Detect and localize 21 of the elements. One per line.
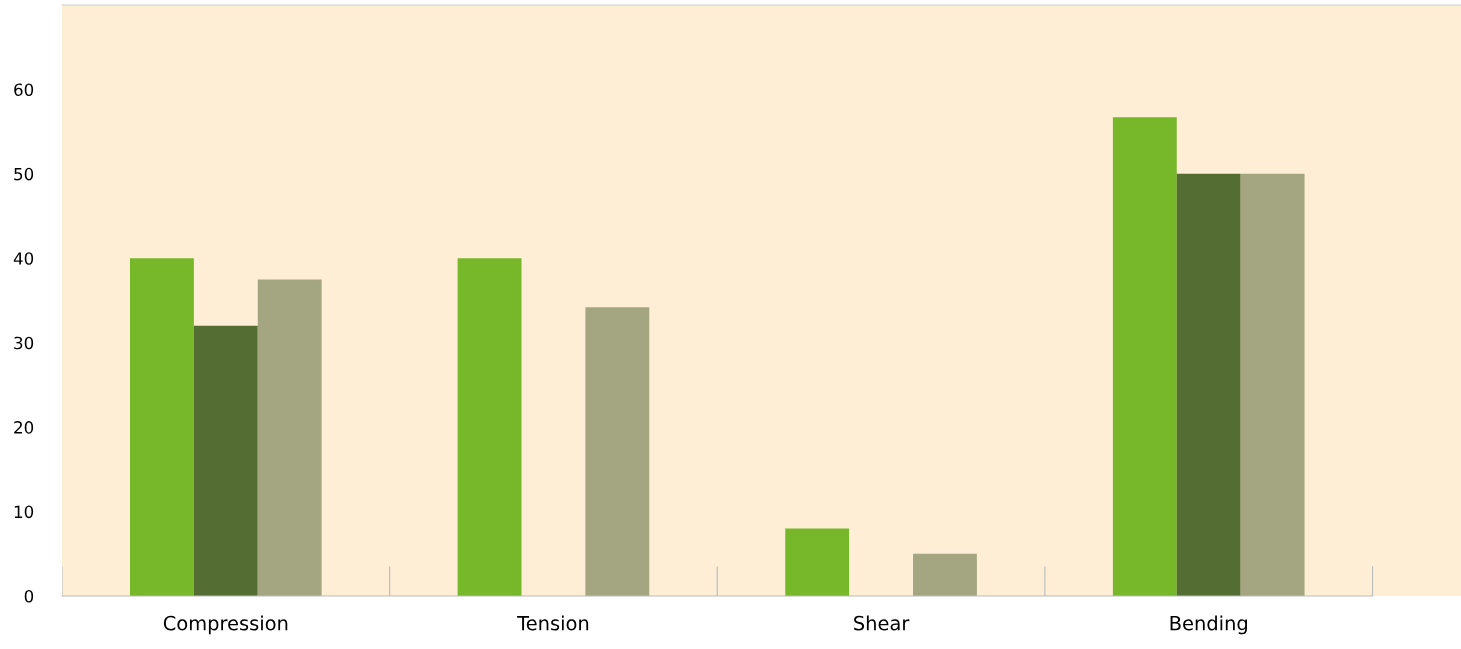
bar [1240, 173, 1305, 596]
bar [1112, 117, 1177, 596]
bar [193, 325, 258, 596]
y-tick-label: 30 [14, 336, 34, 350]
x-tick-label: Bending [1170, 615, 1247, 635]
bar [913, 553, 977, 596]
bar [1176, 173, 1241, 596]
bar [585, 307, 650, 596]
y-tick-label: 50 [14, 167, 34, 181]
x-tick-label: Shear [854, 615, 910, 631]
x-tick-label: Compression [163, 615, 288, 635]
y-tick-label: 40 [13, 252, 34, 265]
y-tick-label: 60 [14, 83, 34, 96]
y-tick-label: 20 [14, 421, 34, 434]
x-tick-label: Tension [517, 615, 589, 631]
y-tick-label: 10 [14, 505, 34, 519]
bar [785, 528, 850, 596]
bar [257, 279, 322, 596]
bar [457, 258, 522, 596]
y-tick-label: 0 [24, 589, 34, 603]
bar [129, 258, 194, 596]
